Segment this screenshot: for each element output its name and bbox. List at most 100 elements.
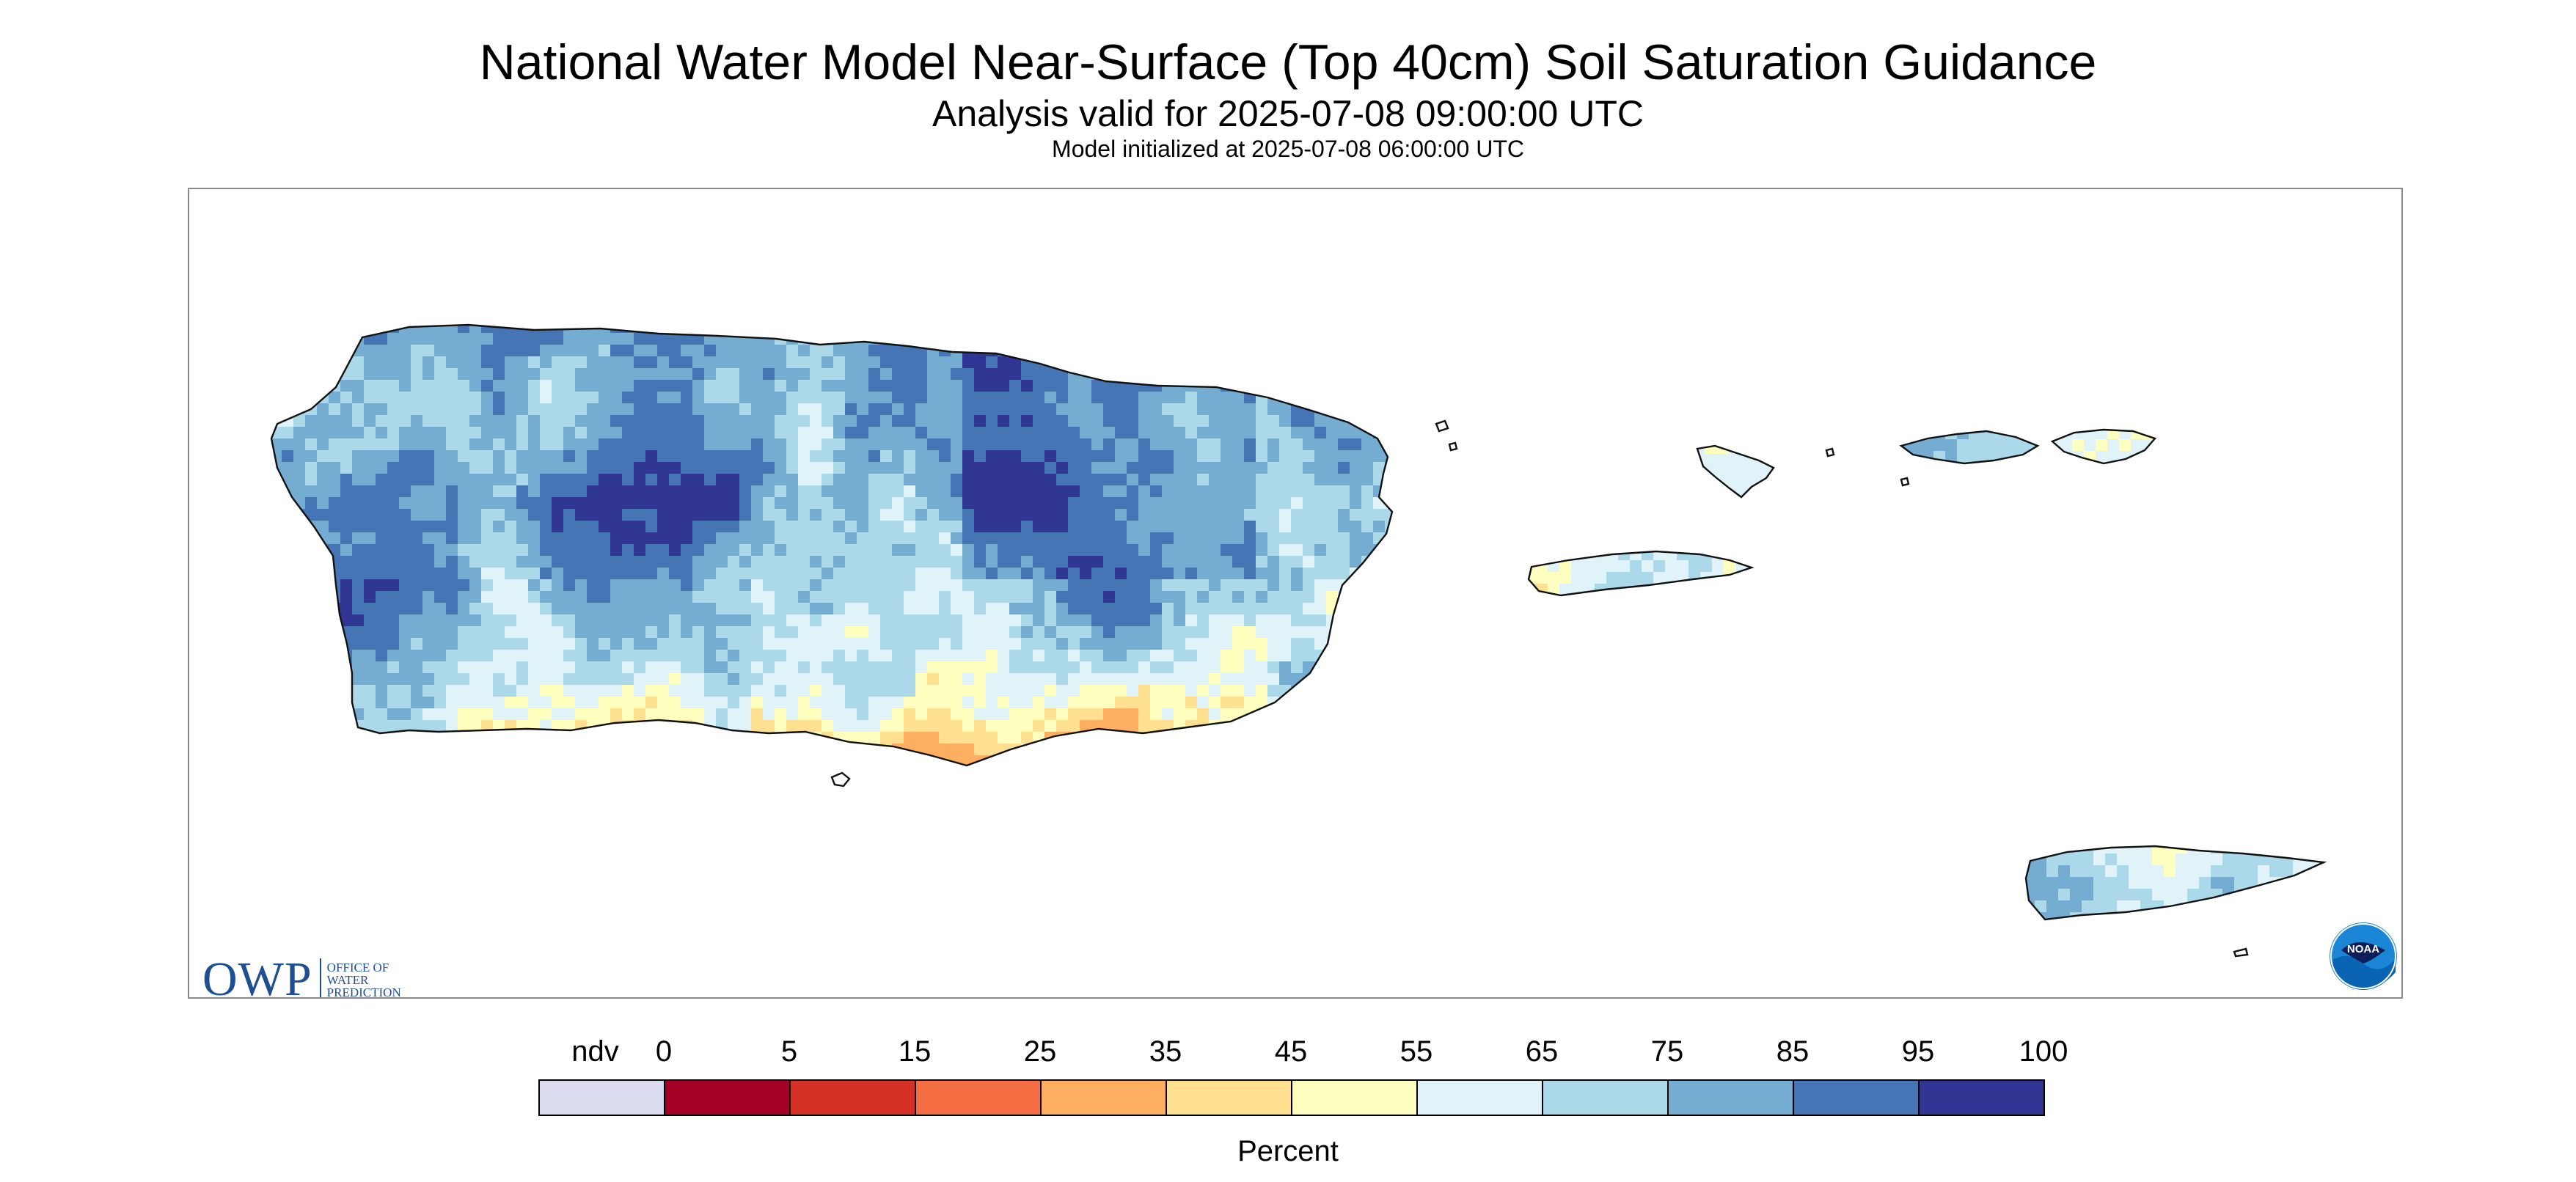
grid-cell: [411, 521, 423, 533]
grid-cell: [505, 403, 517, 416]
grid-cell: [845, 532, 857, 545]
grid-cell: [763, 579, 775, 592]
grid-cell: [1256, 568, 1268, 580]
grid-cell: [645, 638, 658, 650]
grid-cell: [1080, 450, 1092, 463]
grid-cell: [1138, 474, 1151, 486]
grid-cell: [728, 356, 740, 369]
grid-cell: [986, 403, 998, 416]
grid-cell: [610, 661, 623, 674]
grid-cell: [845, 356, 857, 369]
grid-cell: [845, 415, 857, 427]
grid-cell: [1279, 720, 1292, 733]
grid-cell: [1150, 509, 1163, 521]
grid-cell: [775, 720, 787, 733]
grid-cell: [704, 626, 717, 639]
grid-cell: [376, 720, 388, 733]
grid-cell: [974, 485, 987, 498]
grid-cell: [271, 755, 282, 766]
grid-cell: [411, 450, 423, 463]
grid-cell: [1724, 595, 1736, 608]
grid-cell: [282, 732, 294, 744]
grid-cell: [622, 568, 634, 580]
grid-cell: [575, 532, 588, 545]
grid-cell: [1267, 497, 1280, 510]
grid-cell: [1080, 744, 1092, 756]
grid-cell: [857, 614, 869, 627]
vieques-cells: [1529, 551, 1752, 608]
grid-cell: [1009, 755, 1022, 766]
grid-cell: [271, 556, 282, 568]
grid-cell: [376, 767, 388, 779]
grid-cell: [657, 325, 670, 334]
grid-cell: [1933, 439, 1946, 452]
grid-cell: [716, 685, 728, 697]
grid-cell: [775, 497, 787, 510]
grid-cell: [763, 392, 775, 404]
grid-cell: [364, 544, 376, 557]
grid-cell: [739, 392, 752, 404]
grid-cell: [868, 673, 881, 686]
grid-cell: [2058, 877, 2071, 889]
grid-cell: [2035, 900, 2047, 913]
grid-cell: [2152, 865, 2165, 878]
grid-cell: [610, 638, 623, 650]
grid-cell: [540, 744, 552, 756]
grid-cell: [599, 697, 611, 709]
grid-cell: [1314, 568, 1327, 580]
grid-cell: [481, 450, 494, 463]
grid-cell: [364, 744, 376, 756]
grid-cell: [1945, 439, 1958, 452]
grid-cell: [1267, 685, 1280, 697]
grid-cell: [434, 392, 447, 404]
grid-cell: [904, 708, 916, 721]
grid-cell: [868, 650, 881, 662]
grid-cell: [1314, 732, 1327, 744]
grid-cell: [786, 497, 799, 510]
grid-cell: [329, 708, 341, 721]
grid-cell: [434, 380, 447, 392]
grid-cell: [434, 521, 447, 533]
grid-cell: [974, 673, 987, 686]
grid-cell: [399, 474, 411, 486]
grid-cell: [716, 415, 728, 427]
grid-cell: [2131, 463, 2143, 475]
grid-cell: [610, 744, 623, 756]
grid-cell: [786, 673, 799, 686]
grid-cell: [763, 368, 775, 381]
grid-cell: [1267, 603, 1280, 615]
grid-cell: [1021, 462, 1033, 474]
grid-cell: [610, 603, 623, 615]
grid-cell: [775, 345, 787, 357]
grid-cell: [1103, 638, 1116, 650]
grid-cell: [1314, 462, 1327, 474]
grid-cell: [739, 450, 752, 463]
grid-cell: [1361, 356, 1374, 369]
grid-cell: [998, 685, 1010, 697]
small-islet-3: [1825, 447, 1835, 458]
grid-cell: [329, 626, 341, 639]
grid-cell: [1969, 439, 1981, 452]
grid-cell: [399, 345, 411, 357]
grid-cell: [775, 356, 787, 369]
grid-cell: [1103, 427, 1116, 439]
grid-cell: [458, 767, 470, 779]
grid-cell: [939, 661, 951, 674]
grid-cell: [880, 403, 893, 416]
colorbar-tick-label: 75: [1650, 1035, 1684, 1068]
grid-cell: [1174, 415, 1186, 427]
grid-cell: [716, 732, 728, 744]
grid-cell: [364, 368, 376, 381]
grid-cell: [763, 427, 775, 439]
grid-cell: [681, 438, 693, 451]
grid-cell: [915, 626, 928, 639]
grid-cell: [2164, 889, 2176, 901]
grid-cell: [563, 392, 576, 404]
grid-cell: [1185, 673, 1198, 686]
grid-cell: [622, 521, 634, 533]
grid-cell: [1373, 650, 1386, 662]
grid-cell: [822, 556, 834, 568]
grid-cell: [305, 333, 318, 345]
grid-cell: [575, 462, 588, 474]
grid-cell: [2234, 865, 2247, 878]
